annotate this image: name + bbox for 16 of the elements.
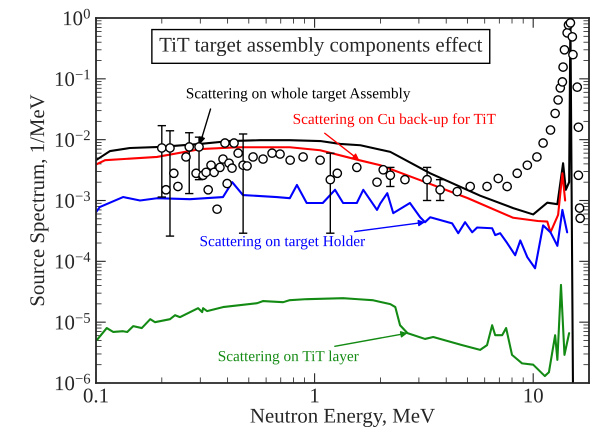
text: Scattering on whole target Assembly [186, 88, 410, 102]
y-tick-label: 10$^{−1}$ [56, 70, 90, 86]
y-axis-title: Source Spectrum, 1/MeV [30, 94, 48, 306]
text: TiT target assembly components effect [160, 36, 482, 56]
series-label: Scattering on target Holder [200, 236, 366, 250]
x-tick-label: 1 [311, 388, 319, 402]
y-tick-label: 10$^{−4}$ [56, 252, 90, 269]
y-tick-label: 10$^{−2}$ [56, 130, 90, 147]
x-tick-label: 10 [524, 388, 543, 403]
y-tick-label: 10$^{−3}$ [56, 191, 90, 208]
x-axis-title: Neutron Energy, MeV [250, 408, 435, 428]
y-tick-label: 10$^{0}$ [64, 8, 90, 26]
legend-label: Scattering on TiT layer [218, 350, 359, 364]
series-label: Scattering on Cu back-up for TiT [294, 113, 496, 128]
x-tick-label: 0.1 [84, 388, 108, 403]
y-tick-label: 10$^{−5}$ [56, 313, 90, 330]
